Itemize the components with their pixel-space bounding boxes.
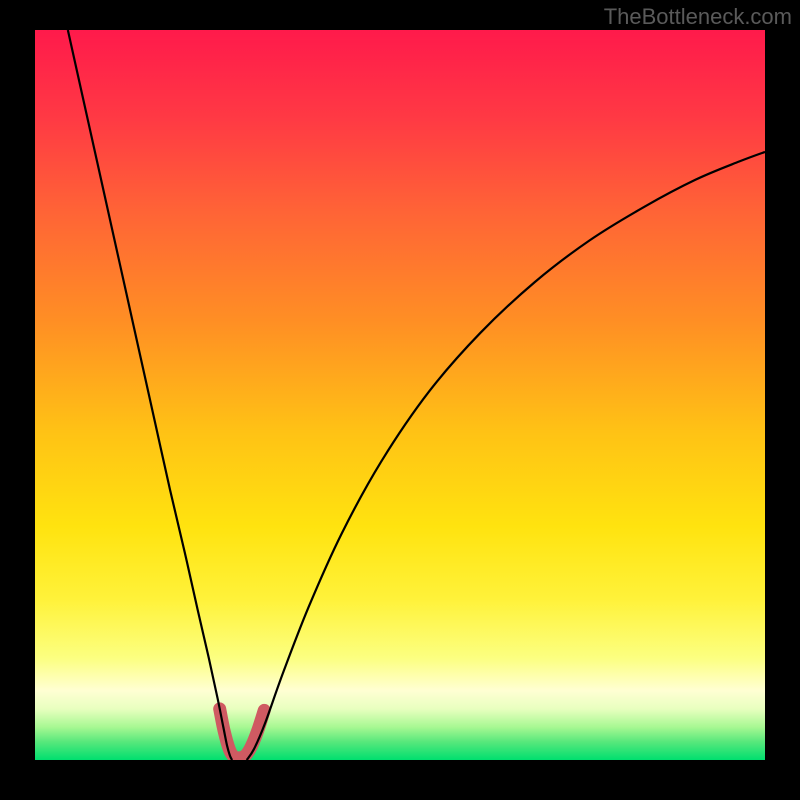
watermark-text: TheBottleneck.com	[604, 4, 792, 30]
bottleneck-curve-chart	[0, 0, 800, 800]
plot-background	[35, 30, 765, 760]
chart-stage: TheBottleneck.com	[0, 0, 800, 800]
